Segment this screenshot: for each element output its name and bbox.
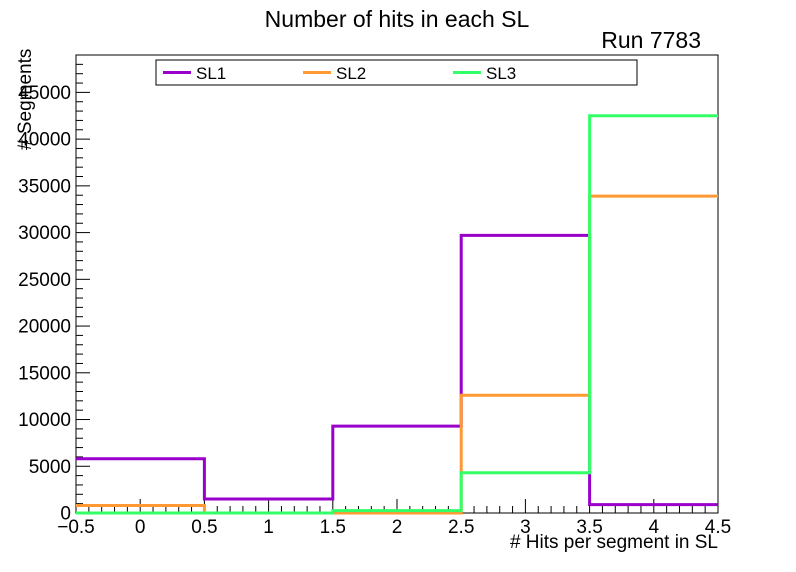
x-tick-label: 2 bbox=[392, 517, 403, 538]
y-tick-label: 35000 bbox=[18, 176, 71, 197]
histogram-sl3 bbox=[76, 114, 718, 515]
axis-ticks bbox=[75, 63, 719, 514]
y-tick-label: 0 bbox=[60, 504, 71, 525]
x-tick-label: 2.5 bbox=[448, 517, 474, 538]
x-tick-label: 0 bbox=[135, 517, 146, 538]
histogram-sl1 bbox=[76, 233, 718, 507]
y-tick-label: 25000 bbox=[18, 270, 71, 291]
plot-frame bbox=[75, 54, 719, 514]
y-tick-label: 10000 bbox=[18, 410, 71, 431]
x-tick-label: 0.5 bbox=[191, 517, 217, 538]
x-tick-label: 3 bbox=[520, 517, 531, 538]
legend-label-sl1: SL1 bbox=[196, 64, 226, 83]
y-tick-label: 5000 bbox=[29, 457, 71, 478]
y-tick-label: 15000 bbox=[18, 363, 71, 384]
y-tick-label: 40000 bbox=[18, 130, 71, 151]
x-tick-label: 3.5 bbox=[576, 517, 602, 538]
y-tick-label: 20000 bbox=[18, 317, 71, 338]
x-tick-label: 4 bbox=[649, 517, 660, 538]
y-tick-label: 45000 bbox=[18, 83, 71, 104]
run-annotation: Run 7783 bbox=[601, 27, 701, 53]
chart-title: Number of hits in each SL bbox=[265, 6, 530, 32]
histogram-series bbox=[76, 114, 718, 515]
legend-label-sl3: SL3 bbox=[486, 64, 516, 83]
x-axis-title: # Hits per segment in SL bbox=[510, 532, 718, 553]
histogram-sl2 bbox=[76, 194, 718, 515]
x-tick-label: 1.5 bbox=[320, 517, 346, 538]
legend-label-sl2: SL2 bbox=[336, 64, 366, 83]
x-tick-label: −0.5 bbox=[57, 517, 95, 538]
legend: SL1 SL2 SL3 bbox=[155, 59, 638, 86]
x-tick-label: 4.5 bbox=[705, 517, 731, 538]
legend-box bbox=[155, 59, 638, 86]
y-axis-title: # Segments bbox=[15, 49, 36, 150]
y-tick-label: 30000 bbox=[18, 223, 71, 244]
x-tick-label: 1 bbox=[263, 517, 274, 538]
axis-tick-labels: −0.5 0 0.5 1 1.5 2 2.5 3 3.5 4 4.50500010000150002… bbox=[18, 83, 731, 538]
